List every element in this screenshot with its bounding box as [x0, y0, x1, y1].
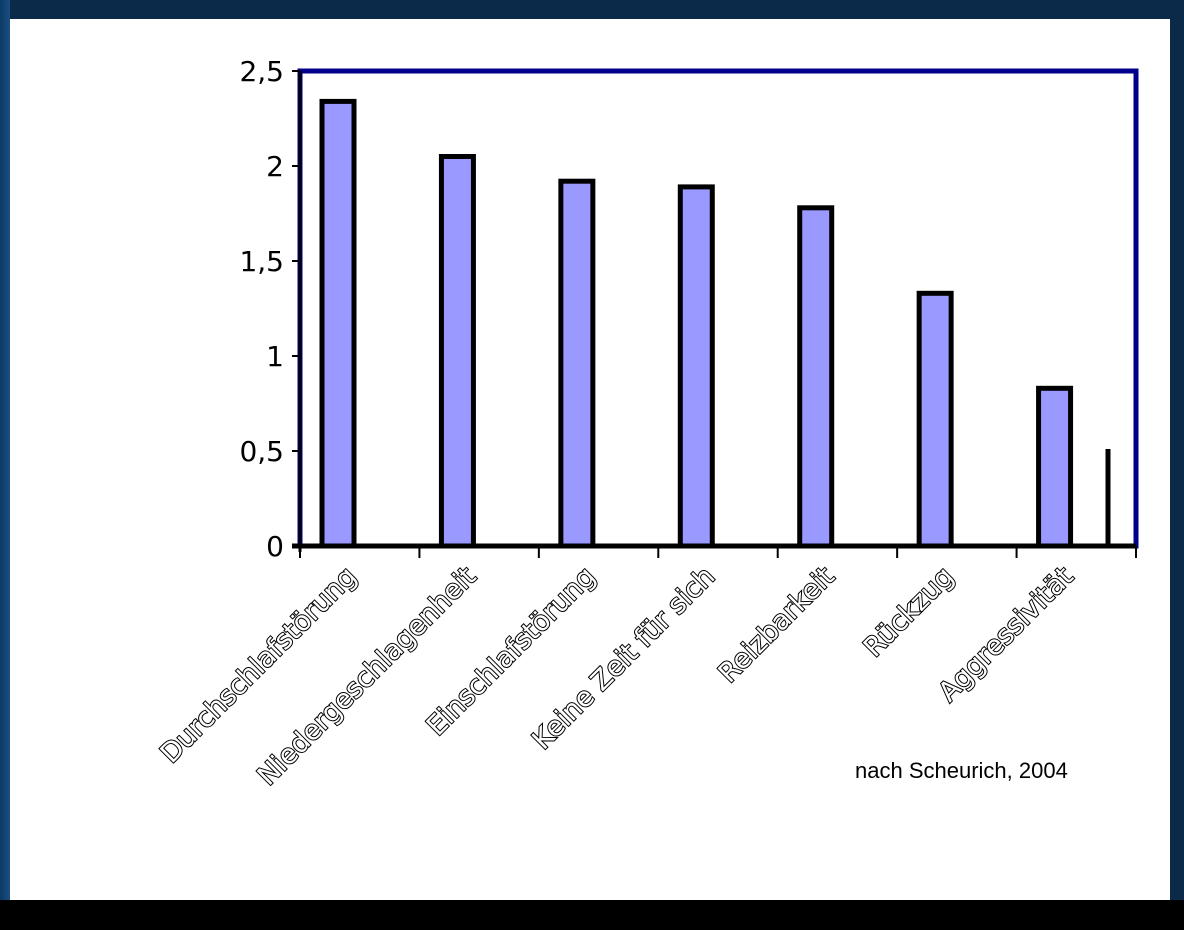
slide-frame-bottom — [0, 900, 1184, 930]
slide-frame-left — [0, 0, 10, 930]
bar-chart: 0 0,5 1 1,5 2 2,5 DurchschlafstörungNiedergesc… — [154, 55, 1139, 793]
bar — [916, 290, 954, 549]
bar — [438, 154, 476, 549]
y-tick-label: 2 — [266, 150, 284, 183]
x-category-label: Rückzug — [858, 561, 960, 663]
x-category-label: Niedergeschlagenheit — [252, 561, 483, 792]
y-tick-label: 2,5 — [239, 55, 284, 88]
y-tick-label: 1,5 — [239, 245, 284, 278]
x-category-label: Reizbarkeit — [713, 561, 841, 689]
x-category-label: Durchschlafstörung — [155, 561, 363, 769]
bar — [797, 205, 835, 549]
slide-canvas: 0 0,5 1 1,5 2 2,5 Durchschlafstörung Niedergesc… — [10, 19, 1170, 900]
slide-frame-right — [1170, 0, 1184, 930]
y-tick-label: 0 — [266, 530, 284, 563]
bar — [1036, 385, 1074, 549]
bar — [319, 98, 357, 549]
plot-frame — [297, 68, 1139, 549]
source-note: nach Scheurich, 2004 — [855, 758, 1068, 783]
bar — [677, 184, 715, 549]
bar — [558, 178, 596, 549]
y-tick-label: 0,5 — [239, 435, 284, 468]
y-tick-label: 1 — [266, 340, 284, 373]
